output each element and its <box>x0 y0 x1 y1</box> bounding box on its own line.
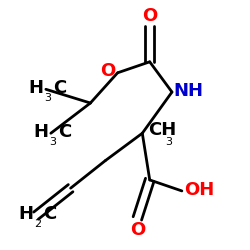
Text: C: C <box>43 205 56 223</box>
Text: 3: 3 <box>165 136 172 146</box>
Text: H: H <box>28 79 44 97</box>
Text: CH: CH <box>148 122 177 140</box>
Text: NH: NH <box>173 82 203 100</box>
Text: H: H <box>18 205 34 223</box>
Text: O: O <box>142 7 157 25</box>
Text: 2: 2 <box>34 219 41 229</box>
Text: C: C <box>53 79 66 97</box>
Text: H: H <box>33 123 48 141</box>
Text: O: O <box>130 221 145 239</box>
Text: OH: OH <box>184 180 214 198</box>
Text: 3: 3 <box>44 92 51 102</box>
Text: O: O <box>100 62 115 80</box>
Text: C: C <box>58 123 71 141</box>
Text: 3: 3 <box>49 136 56 146</box>
